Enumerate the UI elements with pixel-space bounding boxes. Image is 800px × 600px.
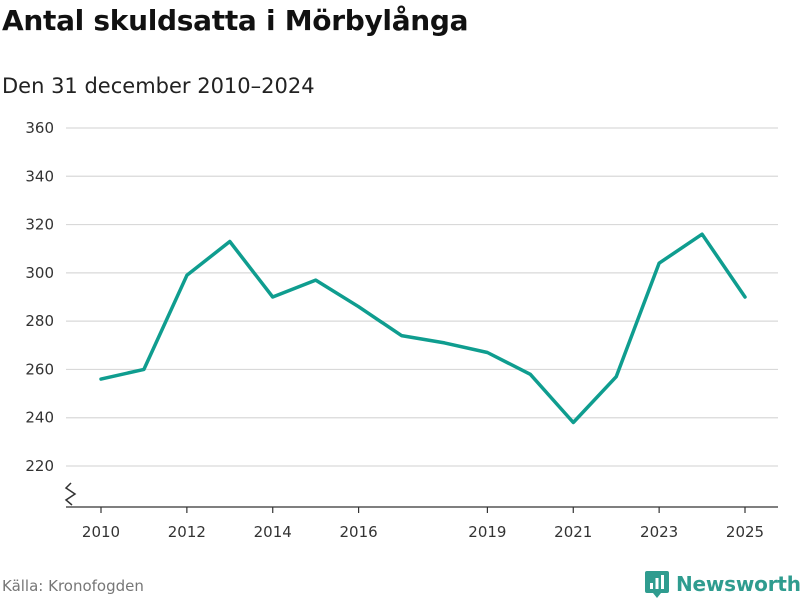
data-point (354, 302, 364, 312)
y-tick-label: 220 (25, 457, 54, 475)
brand-logo: Newsworthy (644, 568, 800, 600)
data-point (482, 348, 492, 358)
data-point (311, 275, 321, 285)
y-tick-label: 260 (25, 360, 54, 378)
y-tick-label: 280 (25, 312, 54, 330)
x-tick-label: 2016 (340, 523, 378, 541)
data-point (96, 374, 106, 384)
y-tick-label: 240 (25, 409, 54, 427)
x-axis (66, 506, 778, 513)
y-axis-labels: 220 240 260 280 300 320 340 360 (25, 119, 54, 475)
data-point (525, 369, 535, 379)
data-point (568, 418, 578, 428)
series-line (99, 232, 747, 425)
x-tick-label: 2014 (254, 523, 292, 541)
x-tick-label: 2019 (468, 523, 506, 541)
data-point (225, 236, 235, 246)
y-tick-label: 320 (25, 216, 54, 234)
data-point (139, 364, 149, 374)
data-point (654, 258, 664, 268)
axis-break-mark (64, 482, 77, 506)
data-point (611, 372, 621, 382)
x-tick-label: 2023 (640, 523, 678, 541)
y-tick-label: 340 (25, 167, 54, 185)
data-point (697, 229, 707, 239)
chart-title: Antal skuldsatta i Mörbylånga (2, 4, 469, 37)
axis-break-icon (64, 482, 77, 506)
x-tick-label: 2010 (82, 523, 120, 541)
x-tick-label: 2025 (726, 523, 764, 541)
x-tick-label: 2012 (168, 523, 206, 541)
data-point (439, 338, 449, 348)
data-point (397, 331, 407, 341)
x-axis-labels: 2010 2012 2014 2016 2019 2021 2023 2025 (82, 523, 764, 541)
source-note: Källa: Kronofogden (2, 577, 144, 595)
x-tick-label: 2021 (554, 523, 592, 541)
brand-name: Newsworthy (676, 572, 800, 596)
y-tick-label: 300 (25, 264, 54, 282)
y-tick-label: 360 (25, 119, 54, 137)
grid-lines (66, 127, 778, 467)
data-point (182, 270, 192, 280)
data-point (268, 292, 278, 302)
chart-subtitle: Den 31 december 2010–2024 (2, 74, 315, 98)
bar-chart-icon (645, 571, 669, 598)
series-line-group (96, 229, 750, 428)
data-point (740, 292, 750, 302)
